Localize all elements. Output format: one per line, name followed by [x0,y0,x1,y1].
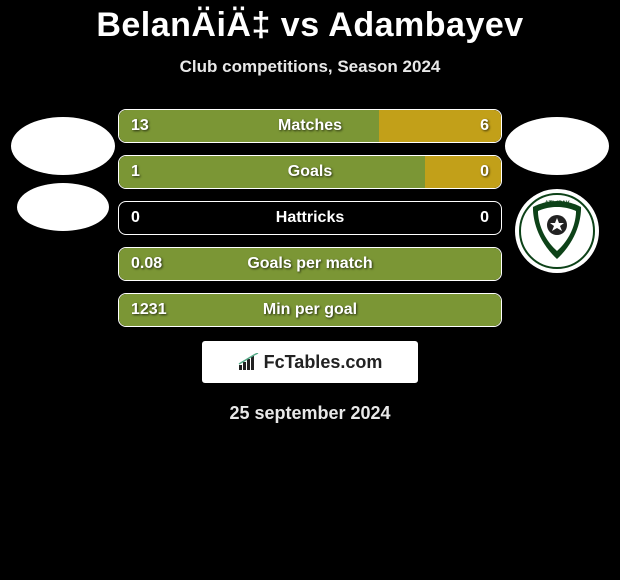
stat-label: Hattricks [276,209,344,227]
stat-value-left: 0.08 [131,255,162,273]
bars-icon [238,353,260,371]
badge-text: АТЫРАУ [545,201,570,207]
stat-value-right: 0 [480,209,489,227]
site-name: FcTables.com [264,352,383,373]
stat-row: 13 Matches 6 [118,109,502,143]
page-title: BelanÄiÄ‡ vs Adambayev [0,0,620,45]
player-left-column [8,109,118,239]
stat-value-left: 13 [131,117,149,135]
team-right-logo: АТЫРАУ [515,189,599,273]
team-left-logo-placeholder [17,183,109,231]
stat-label: Goals [288,163,332,181]
stat-row: 1231 Min per goal [118,293,502,327]
player-right-photo-placeholder [505,117,609,175]
stat-label: Matches [278,117,342,135]
stat-value-right: 6 [480,117,489,135]
player-left-photo-placeholder [11,117,115,175]
stat-label: Goals per match [247,255,372,273]
stat-value-left: 0 [131,209,140,227]
stat-value-left: 1231 [131,301,167,319]
comparison-area: 13 Matches 6 1 Goals 0 0 Hattricks 0 0.08 Goals pe… [0,109,620,327]
player-right-column: АТЫРАУ [502,109,612,273]
site-logo-text: FcTables.com [238,352,383,373]
stat-row: 0 Hattricks 0 [118,201,502,235]
stats-column: 13 Matches 6 1 Goals 0 0 Hattricks 0 0.08 Goals pe… [118,109,502,327]
subtitle: Club competitions, Season 2024 [0,57,620,77]
stat-label: Min per goal [263,301,357,319]
shield-icon: АТЫРАУ [519,193,595,269]
stat-value-left: 1 [131,163,140,181]
stat-value-right: 0 [480,163,489,181]
stat-row: 1 Goals 0 [118,155,502,189]
stat-row: 0.08 Goals per match [118,247,502,281]
stat-fill-left [119,156,425,188]
site-logo: FcTables.com [202,341,418,383]
date-text: 25 september 2024 [0,403,620,424]
stat-fill-right [425,156,501,188]
